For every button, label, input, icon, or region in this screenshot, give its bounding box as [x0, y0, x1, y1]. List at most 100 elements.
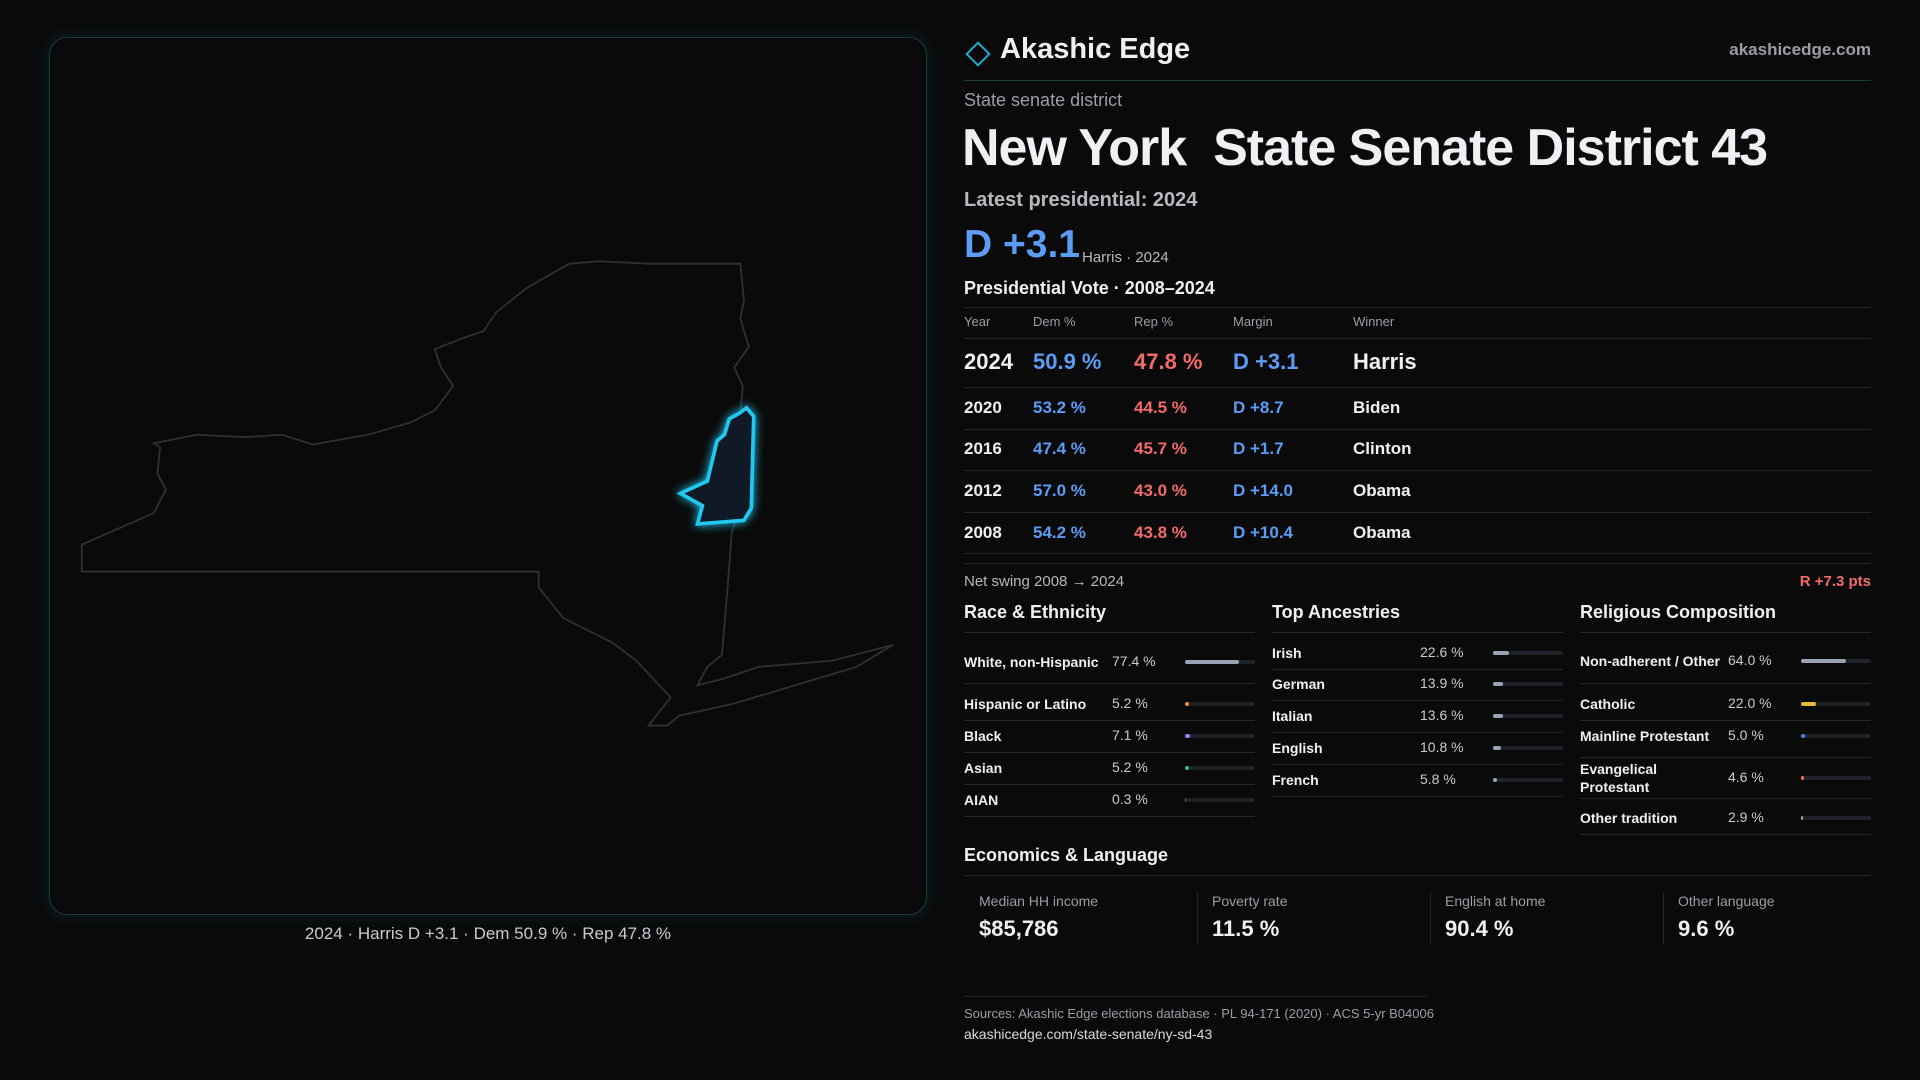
- card-label: Other language: [1678, 893, 1775, 909]
- row-rule: [964, 470, 1871, 471]
- table-cell: D +3.1: [1233, 349, 1299, 374]
- table-cell: Obama: [1353, 523, 1411, 542]
- card-divider: [1197, 892, 1198, 944]
- table-cell: 47.8 %: [1134, 349, 1203, 374]
- card-value: 9.6 %: [1678, 916, 1735, 941]
- table-cell: Harris: [1353, 349, 1417, 374]
- table-cell: Biden: [1353, 398, 1401, 417]
- item-rule: [1580, 798, 1871, 799]
- logo: [965, 41, 991, 67]
- item-rule: [1580, 720, 1871, 721]
- item-value: 5.2 %: [1112, 695, 1148, 711]
- item-value: 64.0 %: [1728, 652, 1772, 668]
- item-value: 4.6 %: [1728, 769, 1764, 785]
- lean-note: Harris · 2024: [1082, 249, 1169, 266]
- card-label: English at home: [1445, 893, 1546, 909]
- table-cell: 2012: [964, 481, 1002, 500]
- bar-track: [1801, 702, 1871, 706]
- table-cell: Obama: [1353, 481, 1411, 500]
- item-label: Irish: [1272, 645, 1302, 661]
- row-rule: [964, 553, 1871, 554]
- table-cell: 45.7 %: [1134, 439, 1187, 458]
- map-panel: [49, 37, 927, 915]
- column-header: Margin: [1233, 314, 1273, 329]
- item-rule: [964, 720, 1255, 721]
- item-value: 10.8 %: [1420, 739, 1464, 755]
- row-rule: [964, 387, 1871, 388]
- card-label: Median HH income: [979, 893, 1099, 909]
- bar: [1185, 766, 1189, 770]
- item-rule: [1272, 764, 1563, 765]
- bar: [1185, 702, 1189, 706]
- item-value: 13.6 %: [1420, 707, 1464, 723]
- column-header: Year: [964, 314, 991, 329]
- card-value: 11.5 %: [1212, 916, 1280, 941]
- row-rule: [964, 512, 1871, 513]
- card-value: 90.4 %: [1445, 916, 1514, 941]
- net-swing-rule: [964, 563, 1871, 564]
- bar-track: [1493, 714, 1563, 718]
- bar: [1493, 746, 1501, 750]
- table-cell: D +14.0: [1233, 481, 1294, 500]
- title-state: New York: [962, 119, 1187, 177]
- kicker: State senate district: [964, 90, 1123, 110]
- table-cell: 43.8 %: [1134, 523, 1187, 542]
- section-title: Race & Ethnicity: [964, 602, 1107, 622]
- bar: [1493, 714, 1503, 718]
- item-label: French: [1272, 772, 1319, 788]
- lean-margin: D +3.1: [964, 223, 1080, 266]
- bar: [1185, 734, 1190, 738]
- item-rule: [1580, 834, 1871, 835]
- bar-track: [1185, 702, 1255, 706]
- table-cell: 57.0 %: [1033, 481, 1086, 500]
- item-label: Other tradition: [1580, 810, 1678, 826]
- bar-track: [1801, 734, 1871, 738]
- item-rule: [1272, 796, 1563, 797]
- section-rule: [964, 632, 1255, 633]
- bar: [1801, 659, 1846, 663]
- item-value: 22.0 %: [1728, 695, 1772, 711]
- card-label: Poverty rate: [1212, 893, 1288, 909]
- section-title: Religious Composition: [1580, 602, 1776, 622]
- bar: [1801, 702, 1817, 706]
- item-label: AIAN: [964, 792, 999, 808]
- section-rule: [1580, 632, 1871, 633]
- item-value: 5.2 %: [1112, 759, 1148, 775]
- item-rule: [1580, 757, 1871, 758]
- map: [80, 260, 894, 727]
- table-cell: 43.0 %: [1134, 481, 1187, 500]
- item-rule: [964, 683, 1255, 684]
- table-cell: 2024: [964, 349, 1013, 374]
- item-label: Hispanic or Latino: [964, 696, 1087, 712]
- bar-track: [1801, 776, 1871, 780]
- item-value: 0.3 %: [1112, 791, 1148, 807]
- table-cell: 54.2 %: [1033, 523, 1086, 542]
- bar-track: [1185, 766, 1255, 770]
- item-rule: [1272, 668, 1563, 670]
- table-cell: Clinton: [1353, 439, 1412, 458]
- bar-track: [1801, 816, 1871, 820]
- bar: [1801, 734, 1805, 738]
- table-cell: 47.4 %: [1033, 439, 1086, 458]
- table-cell: D +10.4: [1233, 523, 1294, 542]
- state-outline: [80, 260, 894, 727]
- table-cell: D +1.7: [1233, 439, 1284, 458]
- net-swing-value: R +7.3 pts: [1799, 573, 1871, 590]
- card-value: $85,786: [979, 916, 1059, 941]
- item-rule: [1580, 682, 1871, 684]
- table-title: Presidential Vote · 2008–2024: [964, 278, 1215, 298]
- card-divider: [1663, 892, 1664, 944]
- card-divider: [1430, 892, 1431, 944]
- bar-track: [1493, 778, 1563, 782]
- item-rule: [1272, 732, 1563, 733]
- item-label: Non-adherent / Other: [1580, 653, 1721, 669]
- bar: [1493, 682, 1503, 686]
- item-label: Catholic: [1580, 696, 1636, 712]
- bar: [1185, 660, 1240, 664]
- item-value: 2.9 %: [1728, 809, 1764, 825]
- item-label: English: [1272, 740, 1323, 756]
- item-rule: [964, 752, 1255, 753]
- item-value: 13.9 %: [1420, 675, 1464, 691]
